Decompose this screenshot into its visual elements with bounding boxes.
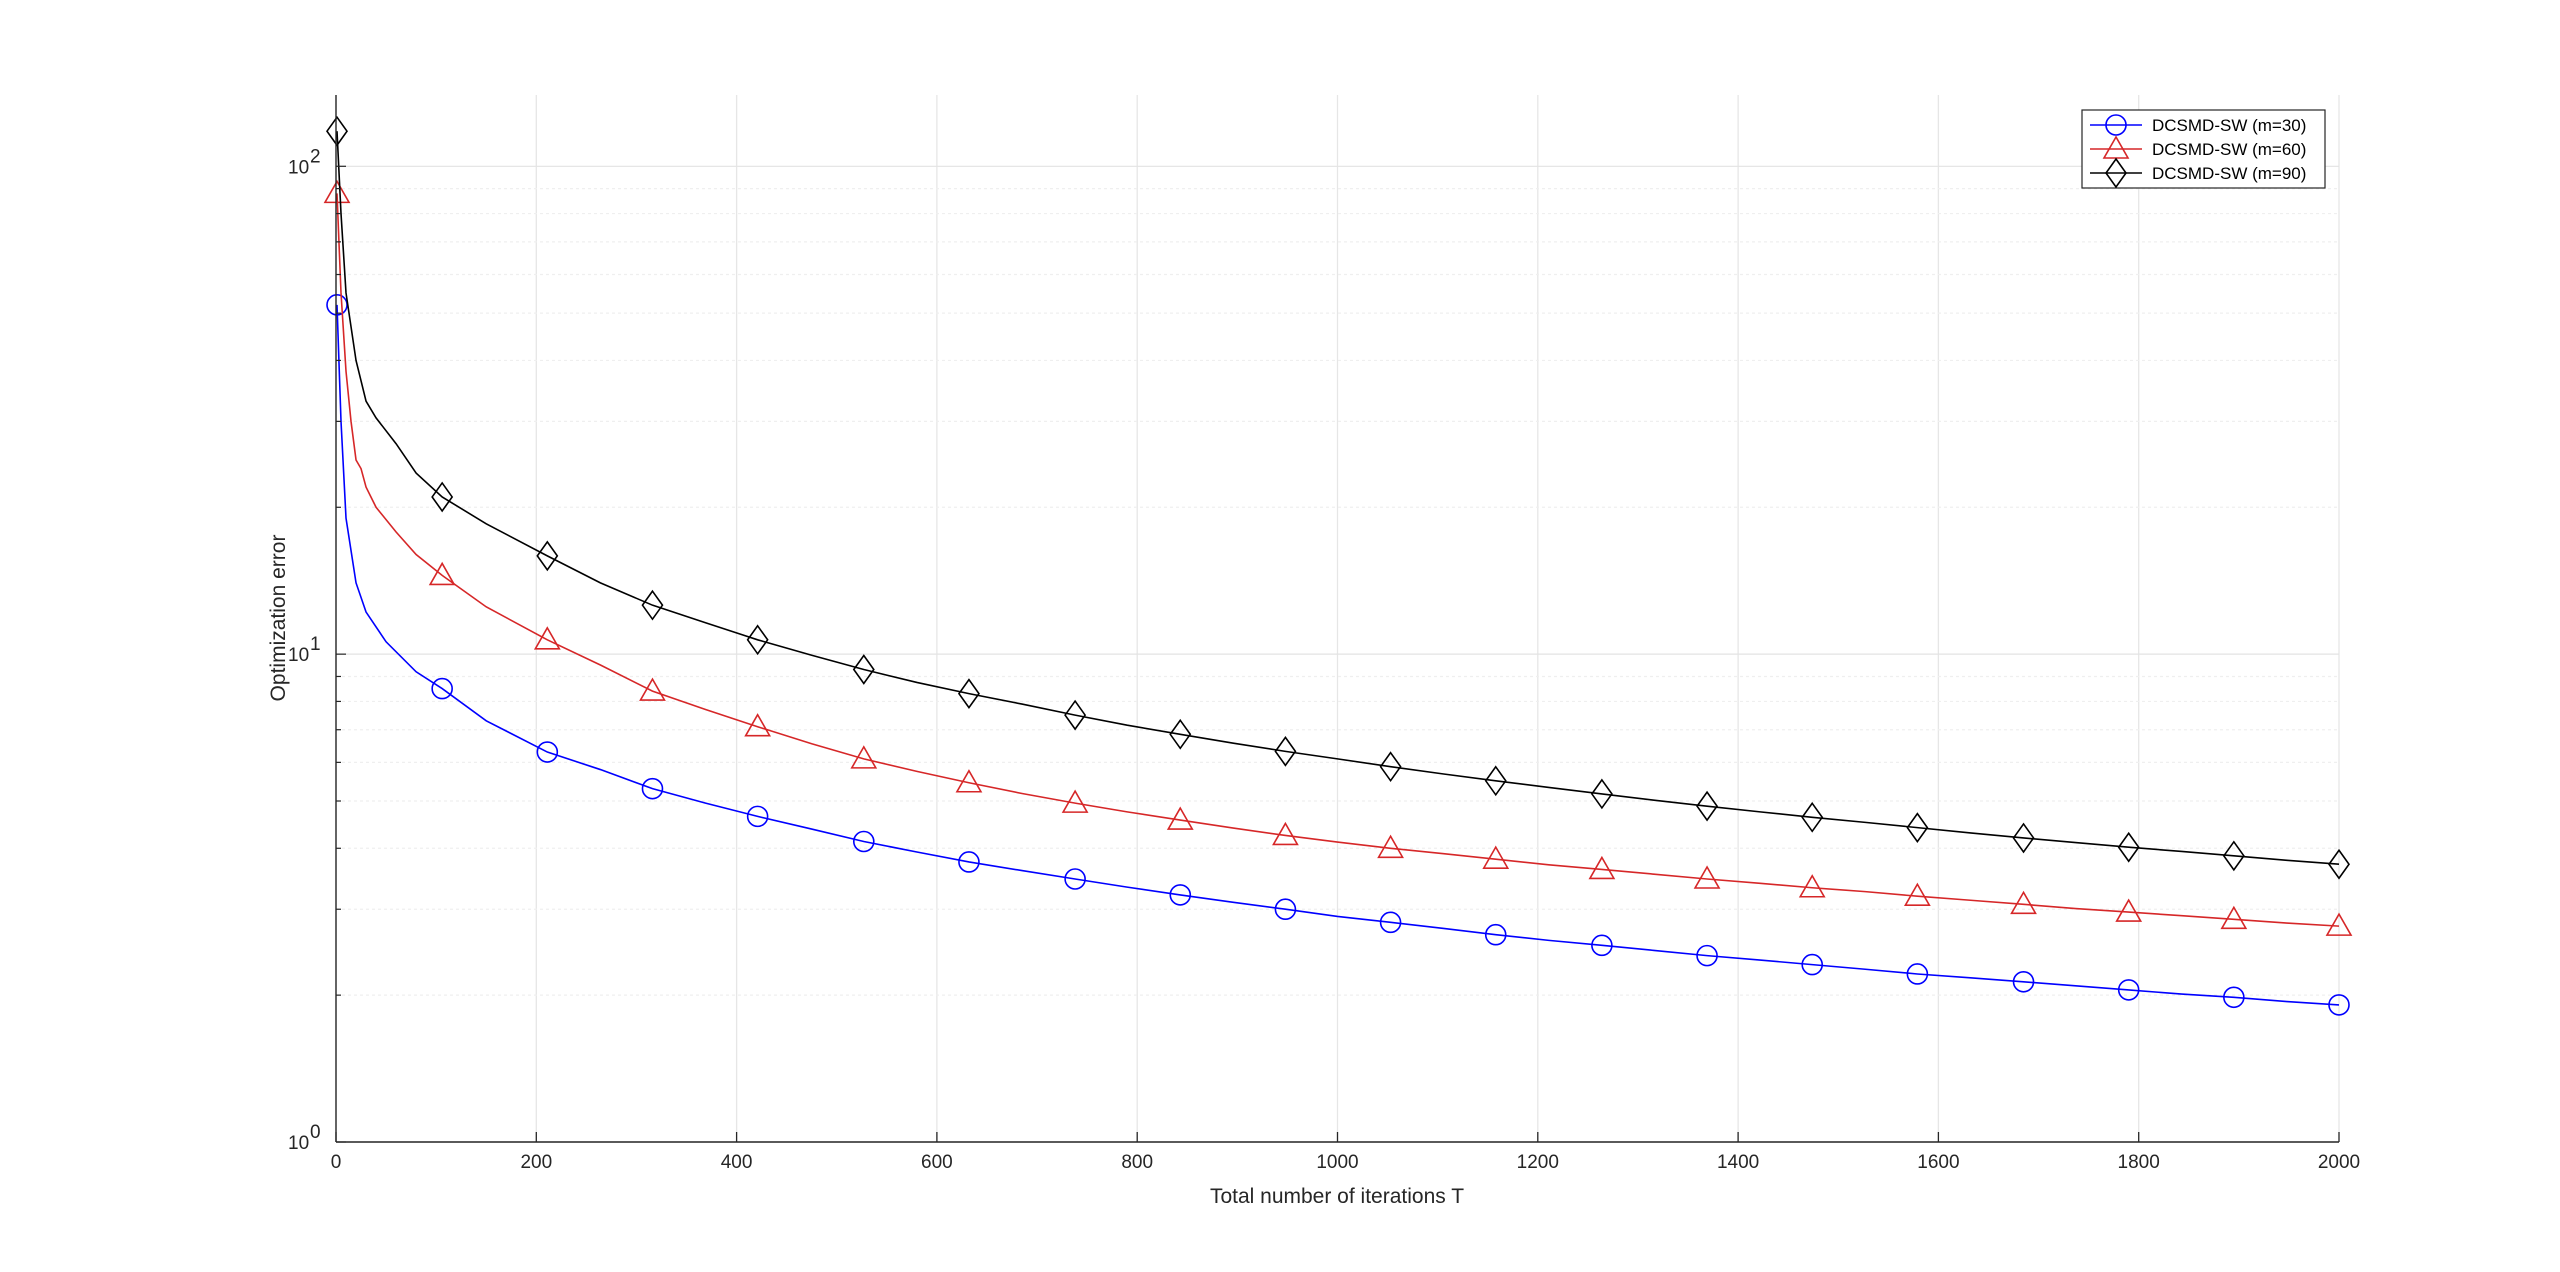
series-marker: [323, 179, 351, 204]
series-marker: [1591, 934, 1613, 957]
series-marker: [957, 678, 980, 709]
series-marker: [1590, 778, 1613, 810]
series-marker: [1801, 953, 1824, 976]
series-marker: [1906, 812, 1929, 843]
y-tick-base: 10: [288, 645, 309, 666]
y-tick-label: 101: [288, 634, 321, 666]
series-marker: [639, 677, 666, 701]
series-marker: [1798, 874, 1826, 898]
legend-label: DCSMD-SW (m=60): [2152, 140, 2306, 159]
axes: [335, 95, 2340, 1143]
series-marker: [2325, 912, 2353, 936]
series-marker: [2223, 986, 2245, 1009]
x-axis-label: Total number of iterations T: [1210, 1185, 1464, 1208]
series-marker: [536, 741, 559, 763]
series-marker: [2328, 848, 2350, 880]
legend-entry: DCSMD-SW (m=90): [2090, 157, 2306, 189]
series-marker: [2012, 970, 2035, 993]
series-marker: [958, 851, 980, 873]
series-1: [326, 294, 2350, 1016]
y-axis-label: Optimization error: [267, 535, 290, 702]
series-marker: [2117, 979, 2140, 1001]
series-marker: [1064, 868, 1086, 890]
series-marker: [1696, 944, 1718, 967]
series-marker: [1379, 751, 1402, 783]
series-marker: [2220, 905, 2248, 930]
series-marker: [1166, 806, 1194, 830]
legend-marker: [2105, 157, 2127, 189]
series-2: [323, 179, 2353, 936]
series-marker: [1272, 821, 1299, 846]
series-marker: [746, 805, 769, 828]
x-tick-label: 2000: [2318, 1152, 2360, 1173]
series-marker: [746, 624, 769, 656]
series-marker: [2012, 822, 2035, 854]
legend-label: DCSMD-SW (m=30): [2152, 116, 2306, 135]
y-tick-label: 102: [288, 146, 321, 178]
series-marker: [852, 654, 875, 685]
x-tick-label: 1800: [2118, 1152, 2160, 1173]
series-marker: [2117, 831, 2140, 863]
x-tick-label: 1600: [1917, 1152, 1959, 1173]
series-3: [326, 115, 2350, 880]
series-marker: [1482, 845, 1510, 869]
series-marker: [1064, 699, 1087, 731]
series-marker: [641, 777, 664, 800]
y-tick-exponent: 0: [310, 1122, 321, 1143]
series-marker: [1903, 882, 1931, 907]
series-marker: [641, 589, 664, 621]
series-marker: [2010, 890, 2037, 915]
series-marker: [431, 677, 453, 700]
y-tick-label: 100: [288, 1122, 321, 1154]
series-marker: [536, 540, 559, 572]
series-marker: [1906, 963, 1929, 985]
series-line: [336, 193, 2340, 927]
series-marker: [1484, 923, 1507, 946]
x-tick-label: 600: [921, 1152, 953, 1173]
y-tick-exponent: 1: [310, 634, 321, 655]
legend-label: DCSMD-SW (m=90): [2152, 164, 2306, 183]
series-marker: [850, 745, 878, 769]
x-tick-label: 0: [331, 1152, 342, 1173]
series-line: [336, 131, 2340, 866]
series-marker: [1377, 834, 1404, 859]
x-tick-label: 200: [520, 1152, 552, 1173]
tick-labels: 0 200 400 600 800 1000 1200 1400 1600 1800 2000100…: [288, 146, 2360, 1173]
series-marker: [1588, 855, 1616, 880]
series-marker: [2222, 840, 2245, 872]
series-marker: [428, 561, 456, 586]
series-marker: [744, 713, 772, 737]
series-marker: [2115, 898, 2143, 922]
series-marker: [955, 769, 983, 793]
legend-entry: DCSMD-SW (m=30): [2090, 114, 2306, 136]
series-marker: [2328, 994, 2350, 1016]
series-marker: [1061, 789, 1089, 813]
legend-marker: [2105, 114, 2127, 136]
series-marker: [1379, 911, 1402, 934]
series-marker: [533, 626, 561, 650]
x-tick-label: 1200: [1517, 1152, 1559, 1173]
series-line: [336, 304, 2340, 1006]
series-marker: [1801, 801, 1824, 833]
x-tick-label: 400: [721, 1152, 753, 1173]
x-tick-label: 1400: [1717, 1152, 1759, 1173]
series-marker: [1696, 790, 1719, 822]
series-marker: [1169, 884, 1192, 906]
series-layer: [323, 115, 2353, 1016]
series-marker: [852, 830, 875, 853]
series-marker: [1484, 765, 1507, 797]
series-marker: [326, 115, 348, 147]
y-tick-base: 10: [288, 157, 309, 178]
legend: DCSMD-SW (m=30) DCSMD-SW (m=60) DCSMD-SW (…: [2081, 109, 2326, 189]
y-tick-base: 10: [288, 1133, 309, 1154]
x-tick-label: 1000: [1316, 1152, 1358, 1173]
series-marker: [1274, 735, 1297, 767]
x-tick-label: 800: [1121, 1152, 1153, 1173]
series-marker: [1274, 898, 1297, 921]
series-marker: [1169, 718, 1192, 750]
y-tick-exponent: 2: [310, 146, 321, 167]
series-marker: [1693, 865, 1721, 889]
series-marker: [431, 481, 454, 513]
